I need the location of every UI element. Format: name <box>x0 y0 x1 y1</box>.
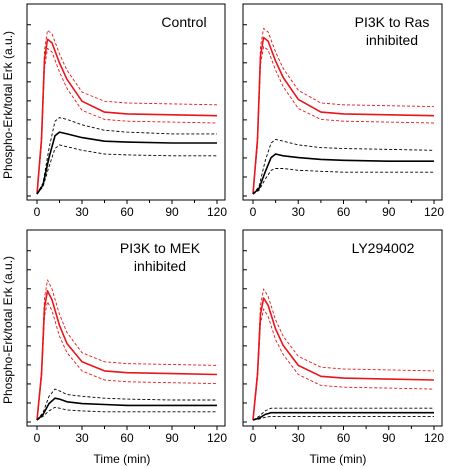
x-tick-label: 90 <box>165 431 179 445</box>
x-tick-label: 90 <box>382 431 396 445</box>
series-line-3 <box>36 47 218 195</box>
plot-frame <box>26 3 226 201</box>
x-axis-label-left: Time (min) <box>94 452 151 466</box>
series-line-6 <box>36 144 217 195</box>
x-tick-label: 30 <box>75 205 89 219</box>
series-line-5 <box>36 117 217 195</box>
x-tick-label: 0 <box>250 205 257 219</box>
series-line-6 <box>252 415 434 421</box>
x-tick-label: 0 <box>34 205 41 219</box>
series-line-6 <box>36 406 217 421</box>
panel-2: 0 30 60 90 120 PI3K to Ras inhibited <box>242 3 444 219</box>
plot-frame <box>242 229 443 427</box>
series-line-5 <box>252 407 434 421</box>
y-axis-label-top: Phospho-Erk/total Erk (a.u.) <box>1 31 15 179</box>
x-tick-label: 120 <box>207 205 227 219</box>
x-tick-label: 60 <box>120 205 134 219</box>
panel-title-line: PI3K to MEK <box>120 240 201 256</box>
x-tick-label: 60 <box>120 431 134 445</box>
x-tick-label: 30 <box>292 205 306 219</box>
series-line-5 <box>252 138 435 195</box>
series-line-4 <box>252 153 434 195</box>
x-tick-label: 30 <box>75 431 89 445</box>
panel-title-line: inhibited <box>366 32 418 48</box>
series-line-2 <box>252 288 435 421</box>
series-line-2 <box>36 279 218 421</box>
panel-title: PI3K to MEK inhibited <box>120 240 201 274</box>
series-line-3 <box>36 301 218 421</box>
x-axis-label-right: Time (min) <box>310 452 367 466</box>
panel-title: Control <box>161 14 206 30</box>
x-tick-label: 90 <box>165 205 179 219</box>
x-tick-label: 0 <box>250 431 257 445</box>
x-tick-label: 120 <box>424 205 444 219</box>
series-line-1 <box>252 36 435 195</box>
series-line-4 <box>252 411 434 421</box>
panel-title-line: inhibited <box>134 258 186 274</box>
x-tick-label: 120 <box>424 431 444 445</box>
x-tick-label: 60 <box>337 205 351 219</box>
panel-title: PI3K to Ras inhibited <box>355 14 430 48</box>
series-line-2 <box>36 29 218 195</box>
series-line-1 <box>252 297 435 421</box>
panel-title-line: LY294002 <box>352 240 415 256</box>
panels: 0 30 60 90 120 Control 0 30 60 90 120 PI3K to Ras in… <box>26 3 444 445</box>
series-line-1 <box>36 38 218 195</box>
x-tick-label: 0 <box>34 431 41 445</box>
series-line-4 <box>36 397 217 421</box>
series-line-4 <box>36 131 217 195</box>
series-line-5 <box>36 388 217 421</box>
panel-title-line: Control <box>161 14 206 30</box>
panel-1: 0 30 60 90 120 Control <box>26 3 227 219</box>
series-line-6 <box>252 168 434 195</box>
panel-title-line: PI3K to Ras <box>355 14 430 30</box>
series-line-3 <box>252 308 435 421</box>
panel-title: LY294002 <box>352 240 415 256</box>
plot-frame <box>26 229 226 427</box>
panel-4: 0 30 60 90 120 LY294002 <box>242 229 444 445</box>
series-line-2 <box>252 27 435 195</box>
panel-3: 0 30 60 90 120 PI3K to MEK inhibited <box>26 229 227 445</box>
plot-frame <box>242 3 443 201</box>
x-tick-label: 120 <box>207 431 227 445</box>
series-line-3 <box>252 46 435 195</box>
x-tick-label: 90 <box>382 205 396 219</box>
x-tick-label: 60 <box>337 431 351 445</box>
x-tick-label: 30 <box>292 431 306 445</box>
y-axis-label-bottom: Phospho-Erk/total Erk (a.u.) <box>1 256 15 404</box>
